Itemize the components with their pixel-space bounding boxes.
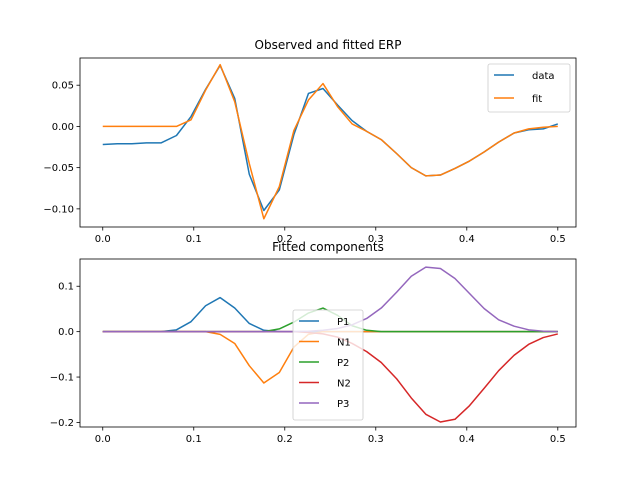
x-tick-label: 0.0 — [95, 234, 111, 245]
legend-label-n1: N1 — [337, 338, 351, 349]
legend: P1 N1 P2 N2 P3 — [292, 309, 364, 421]
chart-title: Fitted components — [272, 240, 384, 254]
legend-label-n2: N2 — [337, 379, 351, 390]
legend-label-fit: fit — [532, 94, 542, 105]
x-axis: 0.0 0.1 0.2 0.3 0.4 0.5 — [95, 427, 566, 445]
x-tick-label: 0.1 — [186, 434, 202, 445]
legend-box — [292, 309, 364, 421]
x-tick-label: 0.0 — [95, 434, 111, 445]
y-tick-label: 0.1 — [58, 282, 74, 293]
x-tick-label: 0.5 — [550, 434, 566, 445]
x-tick-label: 0.4 — [459, 434, 475, 445]
legend-label-data: data — [532, 71, 555, 82]
x-tick-label: 0.3 — [368, 434, 384, 445]
chart-fitted-components: Fitted components 0.0 0.1 0.2 0.3 0.4 0.5 −0.… — [50, 240, 577, 445]
y-tick-label: 0.05 — [52, 81, 74, 92]
legend-label-p1: P1 — [337, 317, 349, 328]
y-tick-label: 0.00 — [52, 122, 74, 133]
y-tick-label: 0.0 — [58, 327, 74, 338]
y-axis: −0.10 −0.05 0.00 0.05 — [43, 81, 80, 215]
y-axis: −0.2 −0.1 0.0 0.1 — [50, 282, 80, 429]
axes-frame — [79, 258, 577, 428]
legend-label-p3: P3 — [337, 399, 349, 410]
y-tick-label: −0.05 — [43, 163, 74, 174]
y-tick-label: −0.1 — [50, 373, 74, 384]
series-layer — [102, 63, 559, 220]
axes-frame — [79, 57, 577, 228]
x-axis: 0.0 0.1 0.2 0.3 0.4 0.5 — [95, 227, 566, 245]
x-tick-label: 0.5 — [550, 234, 566, 245]
y-tick-label: −0.2 — [50, 418, 74, 429]
x-tick-label: 0.2 — [277, 434, 293, 445]
y-tick-label: −0.10 — [43, 204, 74, 215]
x-tick-label: 0.3 — [368, 234, 384, 245]
x-tick-label: 0.1 — [186, 234, 202, 245]
chart-observed-fitted: Observed and fitted ERP 0.0 0.1 0.2 0.3 0.4 0… — [43, 38, 577, 245]
legend-label-p2: P2 — [337, 358, 349, 369]
legend-box — [487, 63, 571, 113]
x-tick-label: 0.2 — [277, 234, 293, 245]
series-line-fit — [102, 63, 558, 220]
x-tick-label: 0.4 — [459, 234, 475, 245]
legend: data fit — [487, 63, 571, 113]
chart-title: Observed and fitted ERP — [255, 38, 402, 52]
